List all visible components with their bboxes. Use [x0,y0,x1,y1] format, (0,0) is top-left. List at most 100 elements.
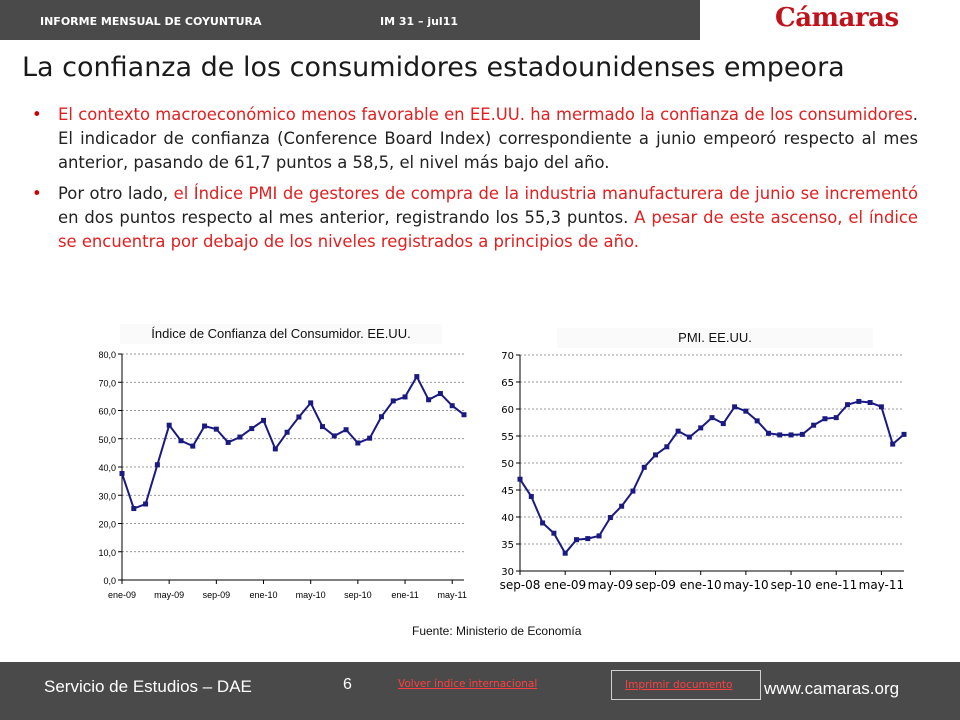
report-name: INFORME MENSUAL DE COYUNTURA [40,15,262,28]
x-tick-label: ene-10 [680,578,722,592]
x-tick-label: may-09 [154,590,184,600]
data-point [596,533,602,539]
x-tick-label: may-11 [859,578,905,592]
data-point [237,434,243,440]
data-point [619,503,625,509]
source-note: Fuente: Ministerio de Economía [412,624,582,638]
x-tick-label: may-11 [438,590,467,600]
data-point [225,439,231,445]
data-point [845,402,851,408]
data-point [249,426,255,432]
data-point [878,404,884,410]
x-tick-label: ene-11 [815,578,857,592]
bullet-item: • El contexto macroeconómico menos favora… [22,103,918,175]
data-point [777,432,783,438]
data-point [402,394,408,400]
data-point [754,418,760,424]
data-point [607,515,613,521]
data-point [378,414,384,420]
chart-title-confidence: Índice de Confianza del Consumidor. EE.U… [120,324,442,344]
y-tick-label: 20,0 [98,520,116,530]
bullet-icon: • [32,184,42,203]
x-tick-label: ene-11 [391,590,418,600]
y-tick-label: 40 [501,513,514,524]
x-tick-label: ene-10 [250,590,278,600]
y-tick-label: 65 [501,378,514,389]
website: www.camaras.org [764,679,900,698]
issue-label: IM 31 – jul11 [380,15,459,28]
body-text: . El indicador de confianza (Conference … [58,105,918,172]
data-point [811,422,817,428]
x-tick-label: sep-10 [771,578,812,592]
data-point [765,430,771,436]
y-tick-label: 80,0 [98,350,116,360]
x-tick-label: ene-09 [544,578,586,592]
data-point [867,400,873,406]
data-point [202,423,208,429]
data-point [856,398,862,404]
y-tick-label: 50,0 [98,435,116,445]
data-point [573,537,579,543]
data-point [426,397,432,403]
data-point [540,520,546,526]
data-point [562,550,568,556]
data-point [166,422,172,428]
data-point [630,488,636,494]
data-point [517,476,523,482]
top-bar: INFORME MENSUAL DE COYUNTURA IM 31 – jul… [0,0,960,40]
highlight-text: A pesar de este ascenso, el índice se en… [58,208,919,251]
y-tick-label: 45 [501,486,514,497]
data-point [732,404,738,410]
bullet-item: • Por otro lado, el Índice PMI de gestore… [22,182,918,254]
data-point [720,421,726,427]
data-point [343,427,349,433]
x-tick-label: sep-10 [344,590,372,600]
back-index-link[interactable]: Volver índice internacional [398,678,538,690]
data-point [272,446,278,452]
print-link[interactable]: Imprimir documento [625,679,733,691]
data-point [355,440,361,446]
data-point [799,431,805,437]
x-tick-label: sep-09 [635,578,676,592]
data-point [698,425,704,431]
y-tick-label: 60 [501,405,514,416]
y-tick-label: 70,0 [98,378,116,388]
print-button-frame[interactable] [611,670,761,700]
logo-area: Cámaras [700,0,960,40]
data-point [437,391,443,397]
chart-title-pmi: PMI. EE.UU. [557,328,873,348]
data-point [296,414,302,420]
data-point [641,464,647,470]
y-tick-label: 50 [501,459,514,470]
data-point [743,408,749,414]
x-tick-label: sep-08 [500,578,541,592]
data-point [686,434,692,440]
data-point [367,435,373,441]
data-point [131,506,137,512]
data-point [653,452,659,458]
y-tick-label: 30 [501,567,514,578]
data-point [901,431,907,437]
page-title: La confianza de los consumidores estadou… [22,52,845,83]
y-tick-label: 70 [501,351,514,362]
data-point [461,412,467,418]
data-point [664,444,670,450]
highlight-text: El contexto macroeconómico menos favorab… [58,105,913,124]
data-point [528,493,534,499]
bullet-list: • El contexto macroeconómico menos favora… [22,103,918,261]
highlight-text: el Índice PMI de gestores de compra de l… [173,184,918,203]
data-point [284,429,290,435]
body-text: en dos puntos respecto al mes anterior, … [58,208,635,227]
data-point [709,415,715,421]
data-point [788,432,794,438]
data-point [331,433,337,439]
data-point [213,426,219,432]
body-text: Por otro lado, [58,184,174,203]
data-point [449,403,455,409]
data-point [390,398,396,404]
service-name: Servicio de Estudios – DAE [44,677,252,696]
footer-bar [0,662,960,720]
y-tick-label: 55 [501,432,514,443]
y-tick-label: 30,0 [98,491,116,501]
